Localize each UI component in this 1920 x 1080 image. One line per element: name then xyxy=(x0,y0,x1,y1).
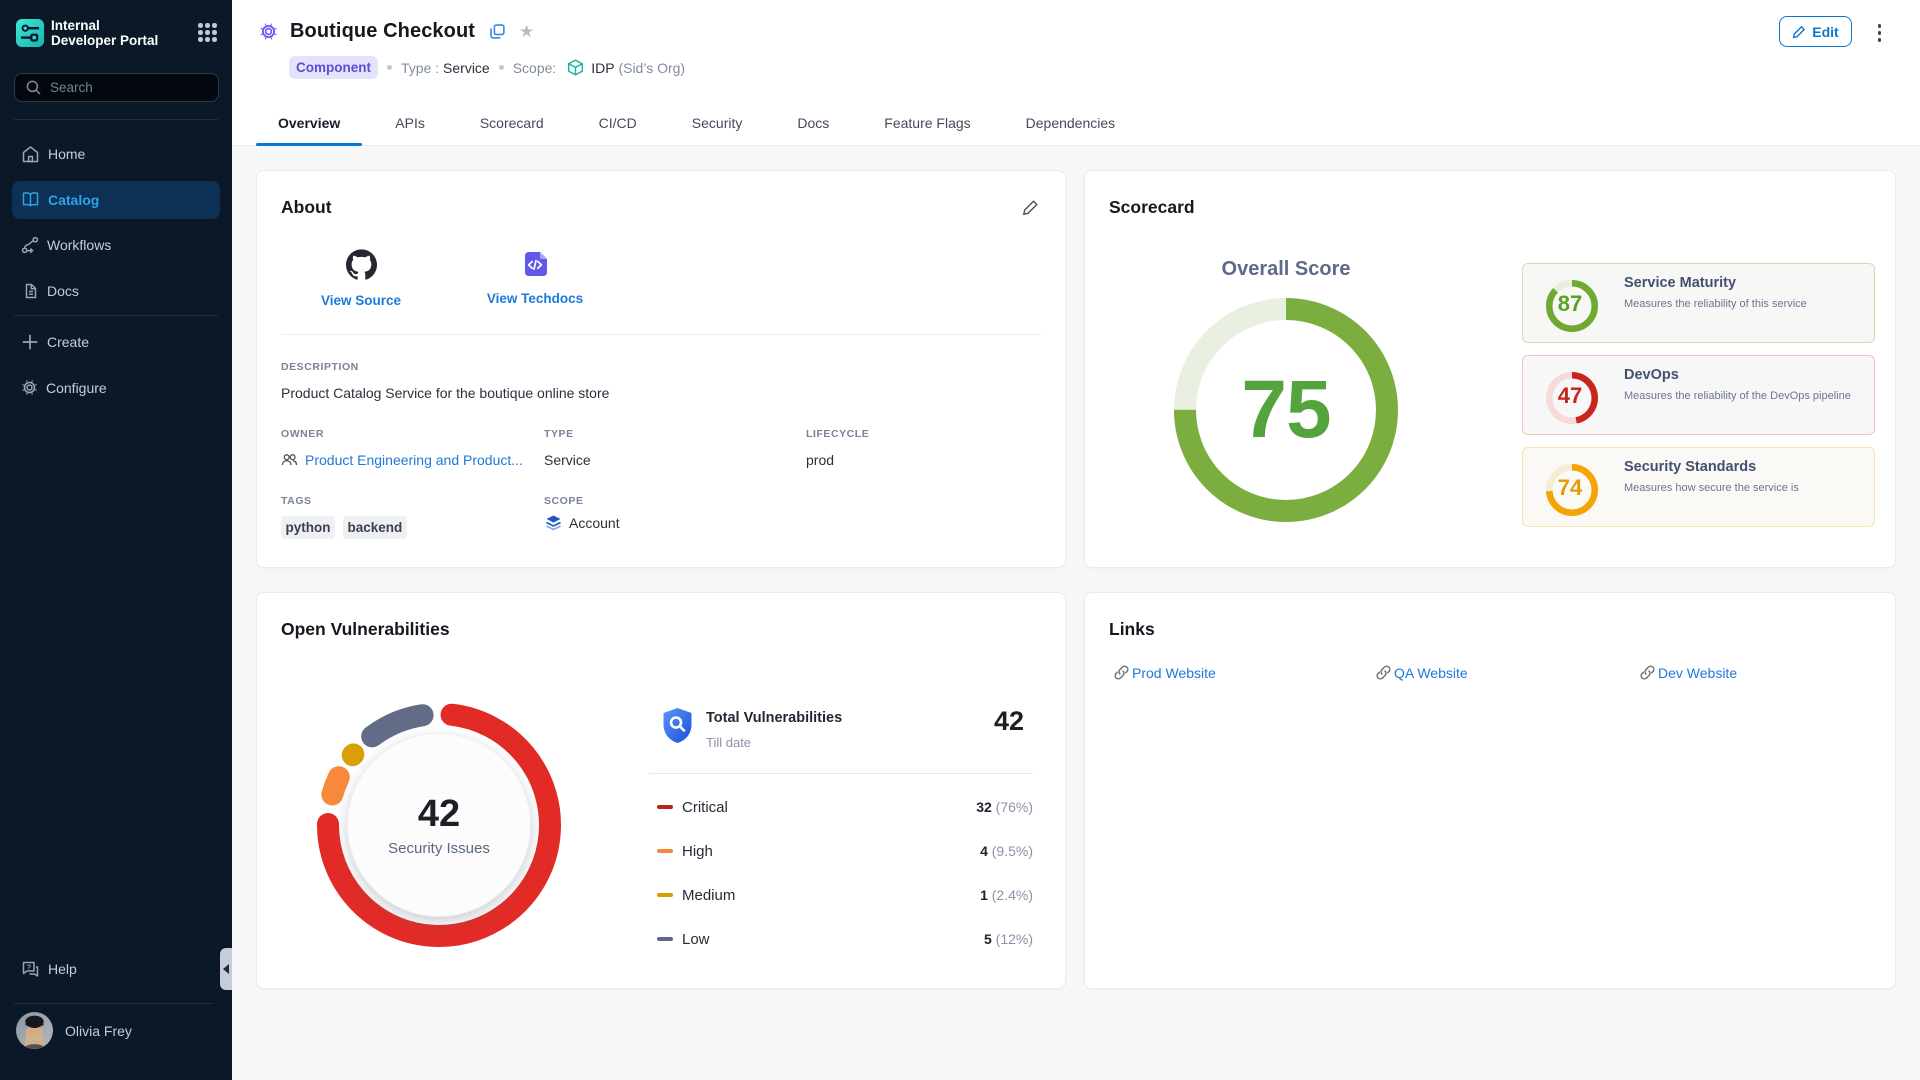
svg-text:?: ? xyxy=(27,962,32,971)
